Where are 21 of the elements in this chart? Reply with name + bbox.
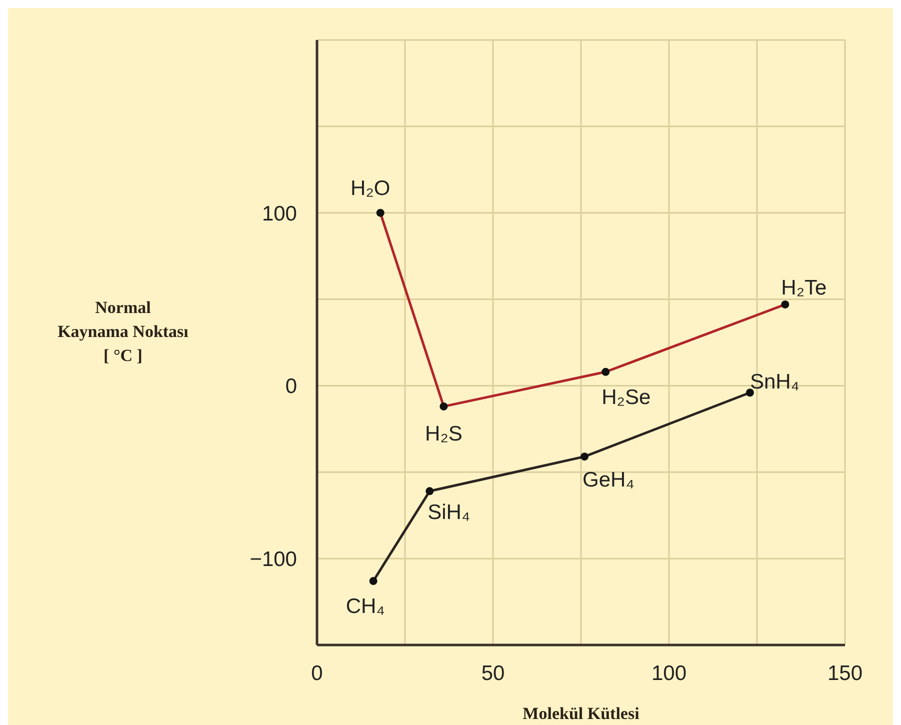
x-tick-label: 150 bbox=[827, 662, 863, 685]
x-tick-label: 50 bbox=[481, 662, 505, 685]
x-tick-label: 0 bbox=[311, 662, 323, 685]
point bbox=[369, 577, 378, 586]
annotation: CH₄ bbox=[346, 595, 385, 618]
annotation: H₂O bbox=[350, 176, 390, 200]
annotation: H₂Te bbox=[781, 276, 827, 300]
x-axis-title: Molekül Kütlesi bbox=[522, 704, 640, 723]
annotation: GeH₄ bbox=[582, 468, 634, 492]
point bbox=[746, 388, 754, 397]
y-tick-label: −100 bbox=[250, 548, 297, 572]
y-tick-label: 0 bbox=[285, 375, 297, 398]
y-tick-label: 100 bbox=[262, 202, 297, 226]
point bbox=[580, 452, 589, 461]
annotation: H₂Se bbox=[602, 386, 651, 409]
annotation: SnH₄ bbox=[750, 370, 800, 394]
x-tick-label: 100 bbox=[651, 662, 687, 685]
y-axis-title: Normal Kaynama Noktası [ °C ] bbox=[56, 296, 190, 367]
point bbox=[426, 487, 434, 496]
annotation: H₂S bbox=[425, 422, 462, 446]
annotation: SiH₄ bbox=[428, 501, 470, 524]
